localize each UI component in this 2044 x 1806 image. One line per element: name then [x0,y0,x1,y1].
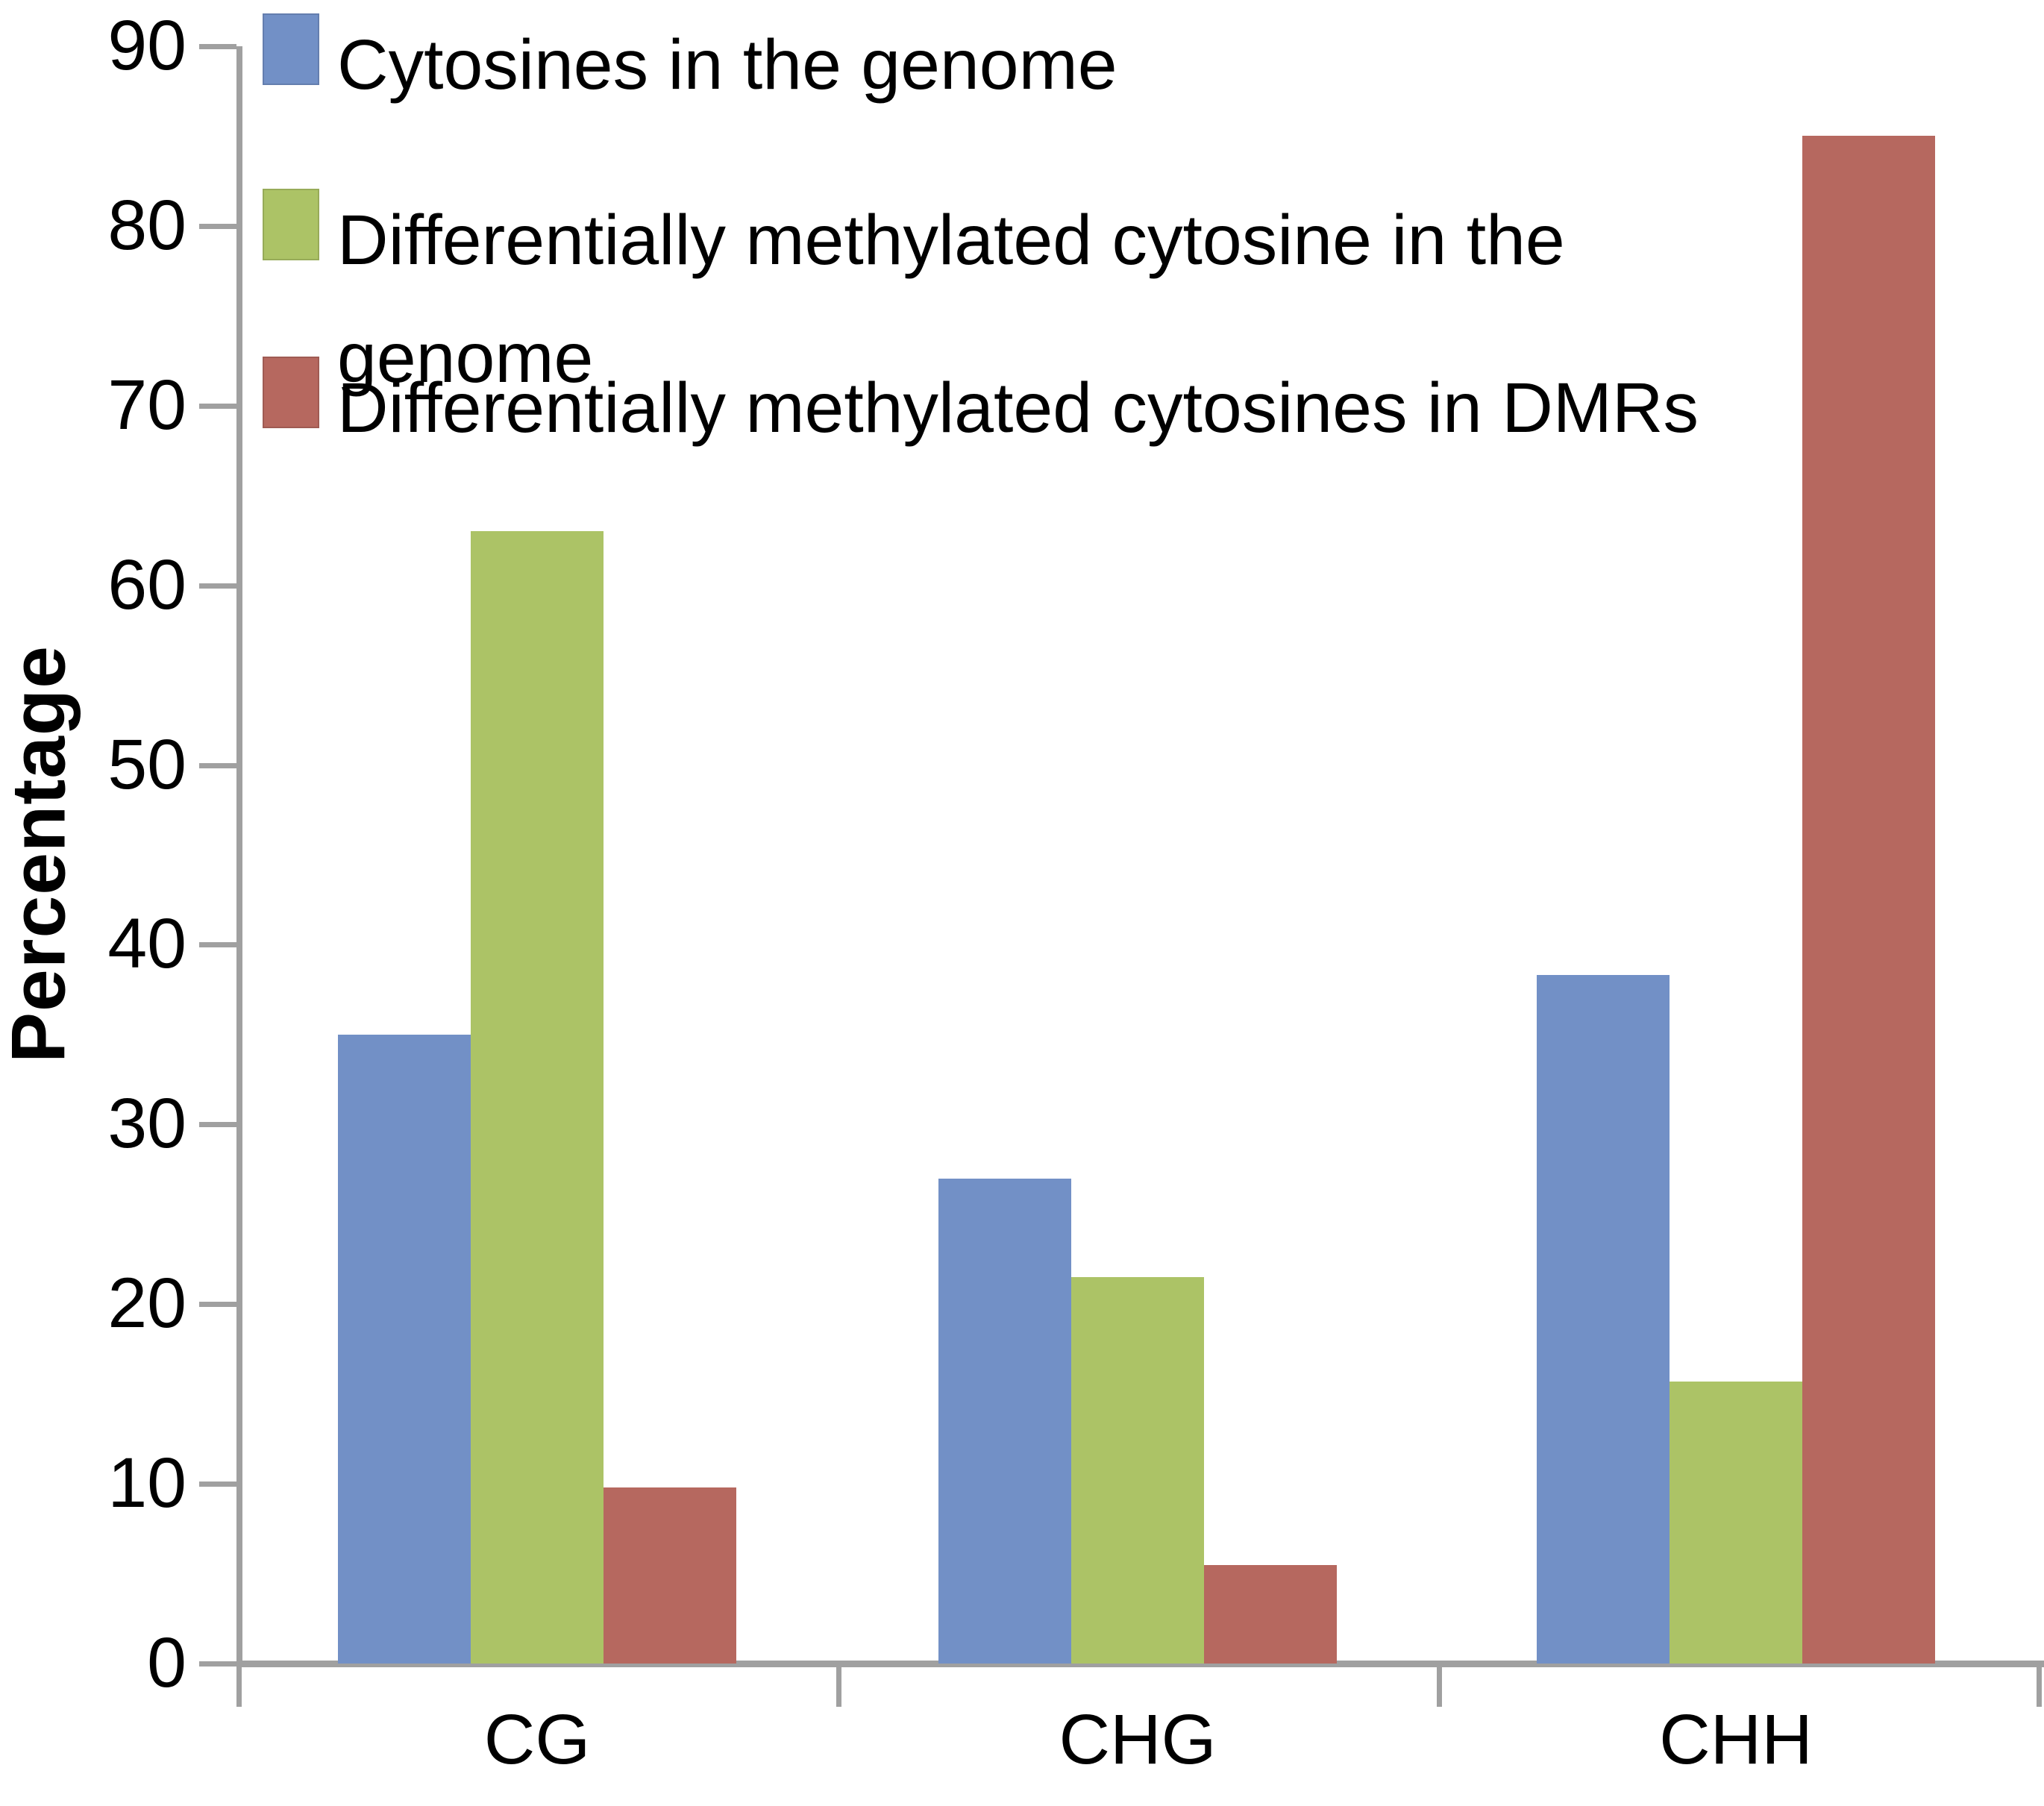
legend-swatch-series3 [263,357,319,428]
y-tick-mark-30 [199,1122,236,1128]
y-tick-mark-50 [199,762,236,768]
x-category-label-chg: CHG [1059,1700,1217,1779]
legend-label-series2: Differentially methylated cytosine in th… [337,201,1565,398]
x-tick-mark-1 [836,1664,841,1707]
x-axis-line [236,1661,2044,1667]
bar-chg-series1 [938,1178,1071,1664]
y-tick-label-80: 80 [107,185,186,265]
y-tick-mark-20 [199,1302,236,1308]
x-tick-mark-0 [236,1664,242,1707]
bar-cg-series2 [471,531,604,1664]
y-tick-label-50: 50 [107,724,186,804]
y-tick-label-20: 20 [107,1264,186,1343]
y-tick-mark-10 [199,1482,236,1487]
y-tick-mark-40 [199,942,236,948]
bar-chh-series1 [1537,975,1670,1664]
bar-cg-series1 [338,1034,471,1664]
legend-swatch-series1 [263,13,319,85]
y-tick-label-90: 90 [107,6,186,85]
x-category-label-chh: CHH [1659,1700,1813,1779]
bar-chh-series2 [1670,1381,1802,1664]
y-tick-mark-60 [199,583,236,589]
y-tick-mark-0 [199,1661,236,1667]
y-tick-mark-80 [199,223,236,229]
y-axis-line [236,46,242,1664]
y-tick-label-0: 0 [147,1623,186,1702]
bar-chh-series3 [1802,136,1935,1664]
y-tick-label-40: 40 [107,904,186,984]
x-category-label-cg: CG [483,1700,591,1779]
legend-label-series1: Cytosines in the genome [337,25,1117,104]
bar-chg-series2 [1071,1277,1204,1664]
bar-cg-series3 [604,1487,736,1664]
x-tick-mark-2 [1437,1664,1442,1707]
y-tick-label-60: 60 [107,545,186,624]
legend-label-series3: Differentially methylated cytosines in D… [337,369,1699,448]
y-tick-label-30: 30 [107,1084,186,1164]
bar-chg-series3 [1204,1564,1337,1664]
legend-swatch-series2 [263,189,319,260]
y-tick-mark-90 [199,44,236,49]
y-tick-label-70: 70 [107,365,186,445]
y-tick-label-10: 10 [107,1443,186,1523]
y-tick-mark-70 [199,403,236,409]
y-axis-title: Percentage [0,645,81,1063]
x-tick-mark-3 [2037,1664,2042,1707]
